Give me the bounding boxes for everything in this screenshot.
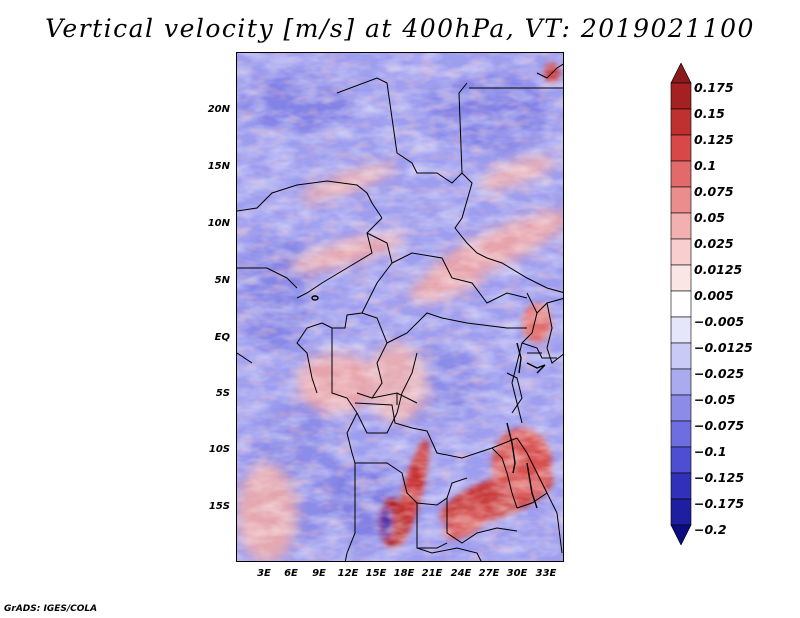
colorbar-label-0.005: 0.005 <box>694 288 734 303</box>
colorbar-label-0.15: 0.15 <box>694 106 725 121</box>
colorbar-label-neg-0.2: −0.2 <box>694 522 727 537</box>
colorbar-swatch-10 <box>670 316 692 344</box>
colorbar-label-0.175: 0.175 <box>694 80 734 95</box>
lon-label-30e: 30E <box>506 568 528 579</box>
colorbar-label-neg-0.05: −0.05 <box>694 392 736 407</box>
velocity-field <box>237 53 563 561</box>
colorbar-swatch-8 <box>670 264 692 292</box>
colorbar-swatch-5 <box>670 186 692 214</box>
lakes-and-coast <box>311 295 546 509</box>
colorbar-swatch-2 <box>670 108 692 136</box>
colorbar-swatch-16 <box>670 472 692 500</box>
lat-label-5s: 5S <box>215 388 230 399</box>
colorbar-label-neg-0.0125: −0.0125 <box>694 340 753 355</box>
colorbar-label-0.05: 0.05 <box>694 210 725 225</box>
colorbar-label-0.1: 0.1 <box>694 158 717 173</box>
map-panel <box>236 52 564 562</box>
lon-label-9e: 9E <box>312 568 326 579</box>
colorbar-swatch-4 <box>670 160 692 188</box>
lon-label-6e: 6E <box>284 568 298 579</box>
colorbar <box>670 63 692 545</box>
colorbar-swatch-13 <box>670 394 692 422</box>
lon-label-33e: 33E <box>535 568 557 579</box>
colorbar-swatch-14 <box>670 420 692 448</box>
colorbar-swatch-3 <box>670 134 692 162</box>
colorbar-swatch-9 <box>670 290 692 318</box>
colorbar-swatch-11 <box>670 342 692 370</box>
lat-label-5n: 5N <box>214 275 230 286</box>
lon-label-15e: 15E <box>365 568 387 579</box>
colorbar-swatch-6 <box>670 212 692 240</box>
lat-label-10s: 10S <box>208 444 230 455</box>
lon-label-24e: 24E <box>450 568 472 579</box>
lat-label-eq: EQ <box>214 332 230 343</box>
grads-credit: GrADS: IGES/COLA <box>4 604 98 614</box>
lon-label-21e: 21E <box>421 568 443 579</box>
map-title: Vertical velocity [m/s] at 400hPa, VT: 2… <box>45 14 755 43</box>
colorbar-label-neg-0.1: −0.1 <box>694 444 727 459</box>
colorbar-label-neg-0.005: −0.005 <box>694 314 745 329</box>
colorbar-swatch-15 <box>670 446 692 474</box>
lat-label-10n: 10N <box>207 218 230 229</box>
lon-label-12e: 12E <box>337 568 359 579</box>
colorbar-label-neg-0.075: −0.075 <box>694 418 745 433</box>
colorbar-label-0.125: 0.125 <box>694 132 734 147</box>
colorbar-swatch-7 <box>670 238 692 266</box>
colorbar-label-neg-0.175: −0.175 <box>694 496 745 511</box>
colorbar-label-neg-0.125: −0.125 <box>694 470 745 485</box>
colorbar-swatch-17 <box>670 498 692 526</box>
colorbar-swatch-1 <box>670 82 692 110</box>
lon-label-27e: 27E <box>478 568 500 579</box>
lat-label-15s: 15S <box>208 501 230 512</box>
colorbar-label-neg-0.025: −0.025 <box>694 366 745 381</box>
lat-label-15n: 15N <box>207 161 230 172</box>
lat-label-20n: 20N <box>207 104 230 115</box>
country-borders <box>237 63 563 561</box>
lon-label-18e: 18E <box>393 568 415 579</box>
colorbar-swatch-18 <box>670 524 692 545</box>
colorbar-label-0.025: 0.025 <box>694 236 734 251</box>
colorbar-label-0.075: 0.075 <box>694 184 734 199</box>
colorbar-swatch-0 <box>670 63 692 84</box>
colorbar-label-0.0125: 0.0125 <box>694 262 743 277</box>
colorbar-swatch-12 <box>670 368 692 396</box>
lon-label-3e: 3E <box>257 568 271 579</box>
